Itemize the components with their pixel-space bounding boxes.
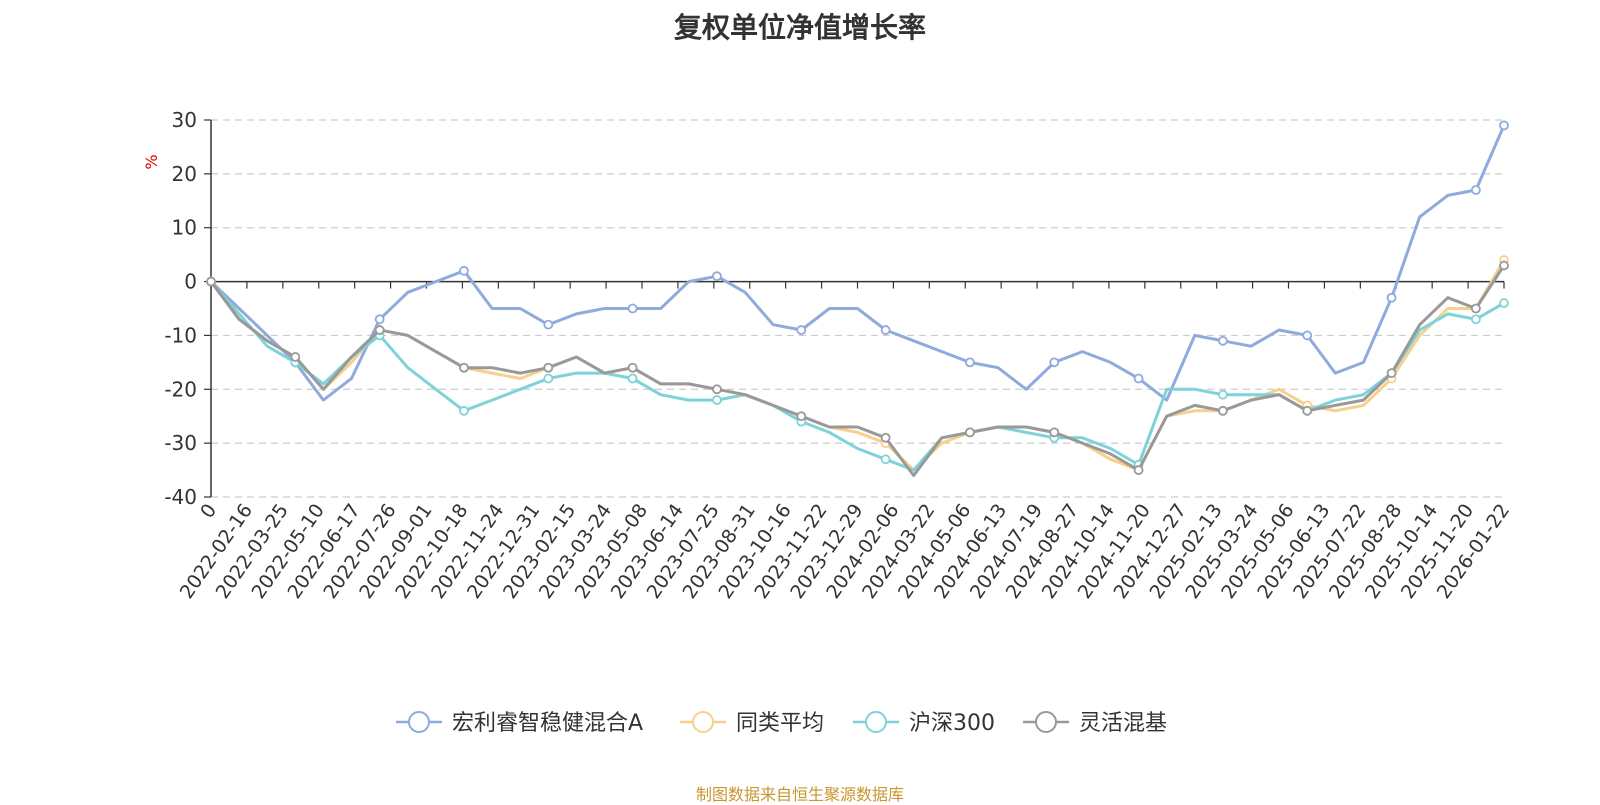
data-point (290, 352, 301, 362)
data-point (1218, 335, 1228, 346)
data-point (1133, 373, 1144, 384)
data-point (627, 303, 638, 314)
data-point (543, 373, 554, 384)
legend: 宏利睿智稳健混合A 同类平均 沪深300 灵活混基 (396, 711, 1167, 736)
data-point (880, 325, 891, 335)
data-point (543, 362, 554, 373)
data-point (374, 314, 385, 325)
y-tick-label: 0 (184, 270, 197, 294)
data-point (965, 357, 975, 368)
data-point (1499, 260, 1509, 271)
legend-swatch-marker (692, 711, 714, 733)
data-point (1133, 465, 1144, 475)
data-point (712, 384, 722, 395)
data-point (1499, 120, 1509, 131)
y-tick-label: -10 (164, 323, 197, 347)
data-point (1499, 298, 1509, 309)
source-note: 制图数据来自恒生聚源数据库 (695, 785, 904, 804)
data-point (627, 362, 638, 373)
y-tick-label: -30 (164, 431, 197, 455)
data-point (1470, 314, 1481, 325)
series-line-0 (209, 124, 1506, 402)
legend-swatch-marker (408, 711, 430, 733)
legend-item-1[interactable]: 同类平均 (680, 711, 824, 736)
data-point (1470, 303, 1481, 314)
data-point (1386, 292, 1397, 303)
chart-title: 复权单位净值增长率 (673, 11, 926, 44)
data-point (374, 325, 385, 335)
data-point (880, 432, 891, 443)
legend-item-2[interactable]: 沪深300 (853, 711, 995, 736)
data-point (1049, 427, 1060, 438)
data-point (459, 362, 469, 373)
legend-swatch-marker (1035, 711, 1057, 733)
data-point (1049, 357, 1060, 368)
x-tick-label: 0 (196, 500, 221, 523)
data-point (965, 427, 975, 438)
data-point (1302, 405, 1313, 416)
data-point (796, 411, 807, 422)
legend-label: 宏利睿智稳健混合A (452, 711, 643, 736)
legend-item-0[interactable]: 宏利睿智稳健混合A (396, 711, 643, 736)
data-point (627, 373, 638, 384)
data-point (1302, 330, 1313, 341)
legend-item-3[interactable]: 灵活混基 (1023, 711, 1167, 736)
legend-swatch-marker (865, 711, 887, 733)
legend-label: 沪深300 (909, 711, 995, 736)
data-point (543, 319, 554, 330)
data-point (712, 395, 722, 405)
y-axis-label: % (142, 154, 161, 169)
y-tick-label: -20 (164, 377, 197, 401)
y-tick-label: -40 (164, 485, 197, 509)
data-point (459, 405, 469, 416)
data-point (1386, 368, 1397, 379)
y-tick-label: 10 (172, 216, 197, 240)
y-tick-label: 20 (172, 162, 197, 186)
data-point (796, 325, 807, 335)
data-point (1218, 405, 1228, 416)
axes: 3020100-10-20-30-40%02022-02-162022-03-2… (142, 108, 1514, 603)
series-lines (206, 120, 1509, 477)
legend-label: 同类平均 (736, 711, 824, 736)
data-point (1470, 185, 1481, 195)
data-point (206, 276, 216, 287)
data-point (880, 454, 891, 465)
data-point (712, 271, 722, 282)
data-point (1218, 389, 1228, 400)
data-point (459, 265, 469, 276)
y-tick-label: 30 (172, 108, 197, 132)
legend-label: 灵活混基 (1079, 711, 1167, 736)
series-line-3 (209, 264, 1506, 477)
